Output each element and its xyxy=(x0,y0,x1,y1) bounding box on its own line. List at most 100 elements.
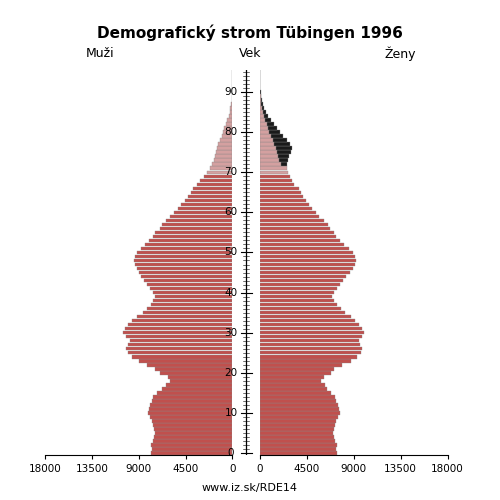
Bar xyxy=(138,359,232,362)
Bar xyxy=(154,423,232,426)
Bar xyxy=(151,451,232,455)
Bar xyxy=(260,210,316,214)
Bar xyxy=(260,415,338,418)
Bar xyxy=(260,134,271,138)
Bar xyxy=(260,198,306,202)
Bar xyxy=(126,335,232,338)
Bar xyxy=(260,206,312,210)
Bar xyxy=(260,182,294,186)
Bar xyxy=(264,114,268,118)
Bar xyxy=(260,331,364,334)
Bar xyxy=(260,291,334,294)
Bar xyxy=(126,347,232,350)
Bar xyxy=(260,130,270,134)
Bar xyxy=(260,307,341,310)
Text: Demografický strom Tübingen 1996: Demografický strom Tübingen 1996 xyxy=(97,24,403,41)
Bar xyxy=(260,146,276,150)
Bar xyxy=(260,347,362,350)
Bar xyxy=(154,395,232,398)
Bar xyxy=(262,102,263,106)
Bar xyxy=(151,443,232,446)
Bar xyxy=(170,379,232,382)
Bar xyxy=(166,218,232,222)
Text: Muži: Muži xyxy=(86,47,114,60)
Bar xyxy=(154,439,232,442)
Bar xyxy=(260,431,333,434)
Text: Ženy: Ženy xyxy=(384,46,416,60)
Bar xyxy=(134,262,232,266)
Bar xyxy=(228,118,232,122)
Bar xyxy=(134,254,232,258)
Bar xyxy=(260,339,359,342)
Bar xyxy=(222,134,232,138)
Bar xyxy=(150,403,232,406)
Bar xyxy=(147,363,232,366)
Bar xyxy=(156,230,232,234)
Bar xyxy=(276,146,292,150)
Bar xyxy=(260,351,361,354)
Bar xyxy=(263,110,266,114)
Bar xyxy=(260,158,279,162)
Bar xyxy=(260,391,331,394)
Bar xyxy=(260,411,340,414)
Bar xyxy=(144,279,233,282)
Bar xyxy=(260,359,350,362)
Bar xyxy=(193,186,232,190)
Bar xyxy=(260,262,355,266)
Bar xyxy=(200,178,232,182)
Bar xyxy=(152,399,232,402)
Bar xyxy=(260,363,342,366)
Bar xyxy=(262,106,264,110)
Bar xyxy=(272,138,287,142)
Bar xyxy=(260,275,346,278)
Bar xyxy=(136,250,232,254)
Bar xyxy=(281,162,287,166)
Bar xyxy=(174,210,233,214)
Bar xyxy=(125,327,232,330)
Bar xyxy=(260,335,362,338)
Bar xyxy=(154,435,232,438)
Bar xyxy=(260,447,336,450)
Bar xyxy=(279,158,288,162)
Bar xyxy=(154,234,232,238)
Bar xyxy=(260,202,309,206)
Bar xyxy=(260,283,340,286)
Bar xyxy=(150,415,232,418)
Bar xyxy=(188,194,232,198)
Bar xyxy=(191,190,232,194)
Bar xyxy=(130,339,232,342)
Bar xyxy=(260,166,287,170)
Bar xyxy=(168,375,232,378)
Bar xyxy=(260,174,290,178)
Bar xyxy=(166,383,232,386)
Bar xyxy=(132,355,232,358)
Bar xyxy=(260,218,324,222)
Bar xyxy=(217,146,232,150)
Bar xyxy=(260,439,335,442)
Bar xyxy=(170,214,232,218)
Bar xyxy=(204,174,233,178)
Bar xyxy=(260,343,360,346)
Bar xyxy=(226,122,232,126)
Bar xyxy=(260,279,344,282)
Bar xyxy=(260,407,339,410)
Bar xyxy=(260,419,336,422)
Bar xyxy=(260,451,337,455)
Bar xyxy=(260,142,274,146)
Bar xyxy=(156,367,232,370)
Bar xyxy=(260,367,334,370)
Bar xyxy=(260,423,335,426)
Bar xyxy=(260,102,262,106)
Bar xyxy=(260,323,359,326)
Bar xyxy=(260,162,281,166)
Bar xyxy=(212,162,233,166)
Bar xyxy=(260,295,332,298)
Bar xyxy=(260,118,265,122)
Bar xyxy=(152,447,232,450)
Bar xyxy=(154,427,232,430)
Bar xyxy=(160,226,232,230)
Bar xyxy=(260,150,276,154)
Bar xyxy=(260,327,362,330)
Bar xyxy=(230,106,232,110)
Bar xyxy=(260,126,268,130)
